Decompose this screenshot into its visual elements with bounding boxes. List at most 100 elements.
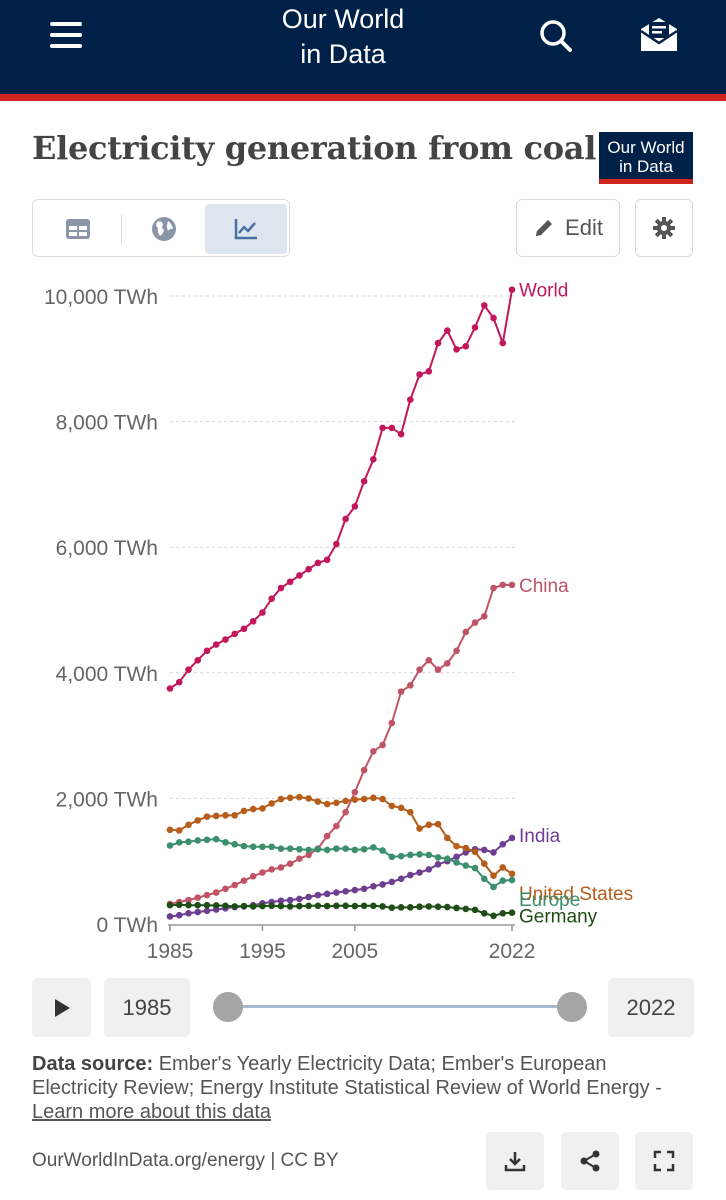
data-point[interactable] — [462, 844, 470, 852]
data-point[interactable] — [222, 902, 229, 910]
data-point[interactable] — [333, 540, 340, 548]
data-point[interactable] — [434, 854, 442, 861]
tab-table[interactable] — [37, 204, 119, 254]
data-point[interactable] — [471, 324, 479, 331]
data-point[interactable] — [333, 822, 340, 830]
data-point[interactable] — [259, 805, 266, 812]
data-point[interactable] — [296, 793, 303, 801]
data-point[interactable] — [443, 903, 451, 911]
data-point[interactable] — [499, 910, 507, 917]
data-point[interactable] — [499, 581, 507, 589]
data-point[interactable] — [370, 902, 377, 910]
data-point[interactable] — [490, 912, 497, 920]
data-point[interactable] — [425, 656, 433, 664]
data-point[interactable] — [397, 904, 405, 911]
data-point[interactable] — [249, 805, 257, 813]
share-button[interactable] — [561, 1132, 619, 1190]
data-point[interactable] — [425, 821, 433, 829]
data-point[interactable] — [397, 875, 405, 883]
data-point[interactable] — [259, 843, 266, 851]
data-point[interactable] — [333, 889, 340, 896]
data-point[interactable] — [370, 748, 377, 755]
tab-map[interactable] — [123, 204, 205, 254]
data-point[interactable] — [490, 584, 497, 592]
data-point[interactable] — [407, 808, 414, 816]
data-point[interactable] — [508, 286, 516, 294]
data-point[interactable] — [240, 877, 248, 884]
data-point[interactable] — [425, 851, 433, 859]
data-point[interactable] — [443, 327, 451, 334]
data-point[interactable] — [508, 909, 516, 916]
data-point[interactable] — [314, 798, 322, 805]
data-point[interactable] — [286, 845, 294, 852]
data-point[interactable] — [453, 904, 460, 912]
data-point[interactable] — [185, 666, 192, 673]
data-point[interactable] — [185, 821, 192, 829]
data-point[interactable] — [508, 870, 516, 878]
site-brand[interactable]: Our World in Data — [263, 2, 423, 72]
data-point[interactable] — [185, 838, 192, 846]
data-point[interactable] — [194, 817, 202, 824]
data-point[interactable] — [453, 853, 460, 861]
data-point[interactable] — [323, 890, 331, 898]
data-point[interactable] — [333, 799, 340, 807]
data-point[interactable] — [499, 339, 507, 347]
data-point[interactable] — [296, 902, 303, 910]
data-point[interactable] — [434, 339, 442, 347]
data-point[interactable] — [175, 901, 183, 909]
timeline-slider-track[interactable] — [228, 1005, 572, 1008]
data-point[interactable] — [194, 894, 202, 901]
data-point[interactable] — [397, 688, 405, 695]
data-point[interactable] — [323, 800, 331, 808]
fullscreen-button[interactable] — [635, 1132, 693, 1190]
data-point[interactable] — [434, 820, 442, 828]
data-point[interactable] — [166, 913, 174, 920]
data-point[interactable] — [342, 808, 349, 816]
data-point[interactable] — [305, 795, 312, 802]
data-point[interactable] — [416, 869, 423, 876]
data-point[interactable] — [360, 795, 368, 803]
data-point[interactable] — [379, 903, 386, 910]
data-point[interactable] — [360, 902, 368, 910]
data-point[interactable] — [212, 641, 220, 648]
timeline-end-year[interactable]: 2022 — [608, 978, 694, 1037]
data-point[interactable] — [443, 855, 451, 862]
data-point[interactable] — [305, 893, 312, 901]
data-point[interactable] — [416, 850, 423, 858]
data-point[interactable] — [203, 647, 211, 655]
data-point[interactable] — [379, 741, 386, 749]
data-point[interactable] — [249, 903, 257, 910]
data-point[interactable] — [222, 636, 229, 643]
data-point[interactable] — [443, 834, 451, 842]
data-point[interactable] — [212, 812, 220, 820]
data-point[interactable] — [231, 903, 239, 910]
data-point[interactable] — [397, 430, 405, 438]
data-point[interactable] — [222, 812, 229, 819]
data-point[interactable] — [490, 314, 497, 322]
data-point[interactable] — [231, 881, 239, 889]
series-label[interactable]: Germany — [519, 907, 598, 928]
data-point[interactable] — [434, 903, 442, 911]
data-point[interactable] — [471, 864, 479, 872]
data-point[interactable] — [305, 851, 312, 859]
data-point[interactable] — [499, 877, 507, 884]
data-point[interactable] — [379, 424, 386, 432]
data-point[interactable] — [175, 839, 183, 846]
data-point[interactable] — [379, 881, 386, 888]
data-point[interactable] — [323, 902, 331, 910]
data-point[interactable] — [175, 911, 183, 919]
series-label[interactable]: United States — [519, 884, 633, 905]
series-line[interactable] — [169, 289, 513, 690]
data-point[interactable] — [443, 660, 451, 667]
data-point[interactable] — [360, 845, 368, 853]
data-point[interactable] — [203, 891, 211, 899]
data-point[interactable] — [323, 832, 331, 840]
data-point[interactable] — [490, 849, 497, 856]
data-point[interactable] — [314, 902, 322, 910]
data-point[interactable] — [212, 889, 220, 896]
data-point[interactable] — [508, 834, 516, 842]
data-point[interactable] — [453, 647, 460, 655]
data-point[interactable] — [351, 886, 359, 894]
data-point[interactable] — [259, 902, 266, 910]
data-point[interactable] — [268, 800, 275, 807]
